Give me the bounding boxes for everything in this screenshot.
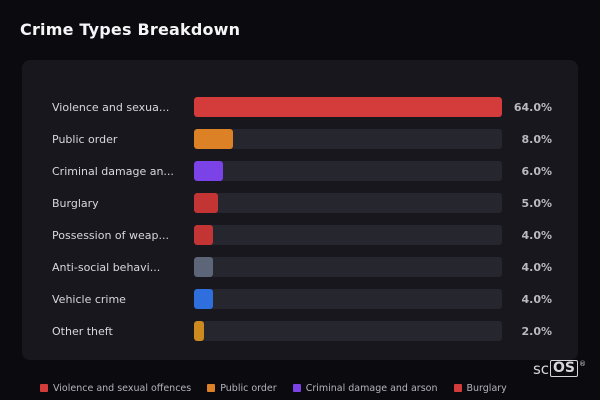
legend-swatch	[207, 384, 216, 392]
bar-row: Possession of weap... 4.0%	[22, 219, 578, 251]
bar[interactable]	[194, 193, 219, 213]
bar[interactable]	[194, 129, 233, 149]
bar-value: 2.0%	[521, 324, 552, 338]
bar-category-label: Criminal damage an...	[52, 164, 174, 178]
bar-value: 64.0%	[513, 100, 552, 114]
bar-value: 5.0%	[521, 196, 552, 210]
bar[interactable]	[194, 225, 214, 245]
bar-track	[194, 193, 502, 213]
legend-item: Public order	[207, 382, 277, 394]
bar-category-label: Possession of weap...	[52, 228, 169, 242]
bar-category-label: Anti-social behavi...	[52, 260, 161, 274]
bar-value: 8.0%	[521, 132, 552, 146]
bar[interactable]	[194, 97, 502, 117]
legend-label: Burglary	[466, 382, 507, 394]
bar-value: 4.0%	[521, 260, 552, 274]
legend-swatch	[292, 384, 301, 392]
bar-row: Burglary 5.0%	[22, 187, 578, 219]
bar-row: Criminal damage an... 6.0%	[22, 155, 578, 187]
chart-legend: Violence and sexual offences Public order…	[40, 380, 507, 396]
legend-item: Criminal damage and arson	[292, 382, 438, 394]
bar-category-label: Violence and sexua...	[52, 100, 170, 114]
bar-track	[194, 161, 502, 181]
legend-label: Public order	[220, 382, 277, 394]
bar-track	[194, 257, 502, 277]
bar-category-label: Vehicle crime	[52, 292, 126, 306]
bar-value: 4.0%	[521, 292, 552, 306]
legend-label: Criminal damage and arson	[305, 382, 438, 394]
bar-row: Vehicle crime 4.0%	[22, 283, 578, 315]
bar-track	[194, 129, 502, 149]
page-title: Crime Types Breakdown	[20, 20, 241, 39]
bar-value: 4.0%	[521, 228, 552, 242]
registered-mark: ®	[579, 360, 586, 368]
bar-track	[194, 97, 502, 117]
bar-chart: Violence and sexua... 64.0% Public order 8.…	[22, 60, 578, 347]
bar-value: 6.0%	[521, 164, 552, 178]
bar[interactable]	[194, 321, 204, 341]
chart-card: Violence and sexua... 64.0% Public order 8.…	[22, 60, 578, 360]
legend-label: Violence and sexual offences	[53, 382, 192, 394]
bar-track	[194, 321, 502, 341]
legend-swatch	[40, 384, 48, 392]
bar-track	[194, 289, 502, 309]
bar-row: Public order 8.0%	[22, 123, 578, 155]
legend-swatch	[453, 384, 462, 392]
scos-logo: sc OS ®	[533, 360, 586, 378]
bar-category-label: Burglary	[52, 196, 99, 210]
bar[interactable]	[194, 289, 214, 309]
bar-row: Violence and sexua... 64.0%	[22, 91, 578, 123]
bar-track	[194, 225, 502, 245]
bar-row: Other theft 2.0%	[22, 315, 578, 347]
brand-prefix: sc	[532, 360, 550, 378]
bar[interactable]	[194, 161, 223, 181]
legend-item: Burglary	[453, 382, 507, 394]
bar-category-label: Other theft	[52, 324, 113, 338]
brand-box: OS	[550, 360, 578, 377]
bar[interactable]	[194, 257, 214, 277]
bar-category-label: Public order	[52, 132, 118, 146]
legend-item: Violence and sexual offences	[40, 383, 191, 394]
bar-row: Anti-social behavi... 4.0%	[22, 251, 578, 283]
